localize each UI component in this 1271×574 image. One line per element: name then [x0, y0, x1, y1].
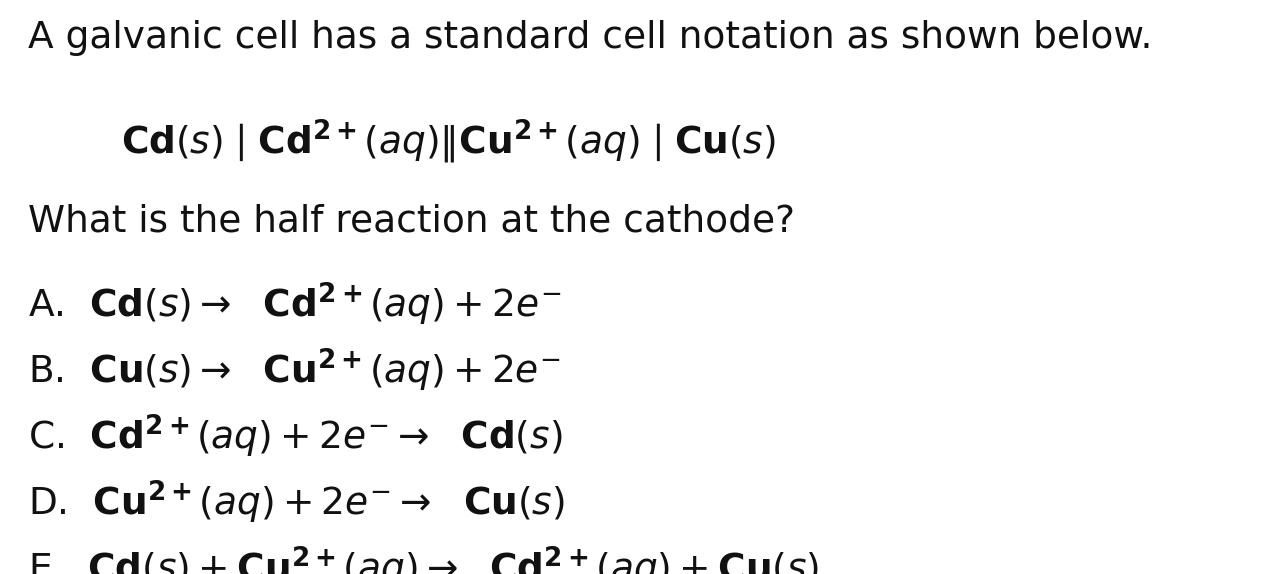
- Text: C.  $\mathbf{Cd}^{\mathbf{2+}}(\mathit{aq}) + 2\mathit{e}^{-} \rightarrow\ \ \ma: C. $\mathbf{Cd}^{\mathbf{2+}}(\mathit{aq…: [28, 413, 563, 460]
- Text: What is the half reaction at the cathode?: What is the half reaction at the cathode…: [28, 204, 794, 240]
- Text: A.  $\mathbf{Cd}(\mathit{s}) \rightarrow\ \ \mathbf{Cd}^{\mathbf{2+}}(\mathit{aq: A. $\mathbf{Cd}(\mathit{s}) \rightarrow\…: [28, 281, 562, 328]
- Text: E.  $\mathbf{Cd}(\mathit{s}) + \mathbf{Cu}^{\mathbf{2+}}(\mathit{aq}) \rightarro: E. $\mathbf{Cd}(\mathit{s}) + \mathbf{Cu…: [28, 545, 820, 574]
- Text: B.  $\mathbf{Cu}(\mathit{s}) \rightarrow\ \ \mathbf{Cu}^{\mathbf{2+}}(\mathit{aq: B. $\mathbf{Cu}(\mathit{s}) \rightarrow\…: [28, 347, 561, 394]
- Text: A galvanic cell has a standard cell notation as shown below.: A galvanic cell has a standard cell nota…: [28, 20, 1153, 56]
- Text: $\mathbf{Cd}(\mathit{s}) \mid \mathbf{Cd}^{\mathbf{2+}}(\mathit{aq}) \| \mathbf{: $\mathbf{Cd}(\mathit{s}) \mid \mathbf{Cd…: [121, 118, 775, 166]
- Text: D.  $\mathbf{Cu}^{\mathbf{2+}}(\mathit{aq}) + 2\mathit{e}^{-} \rightarrow\ \ \ma: D. $\mathbf{Cu}^{\mathbf{2+}}(\mathit{aq…: [28, 479, 564, 526]
